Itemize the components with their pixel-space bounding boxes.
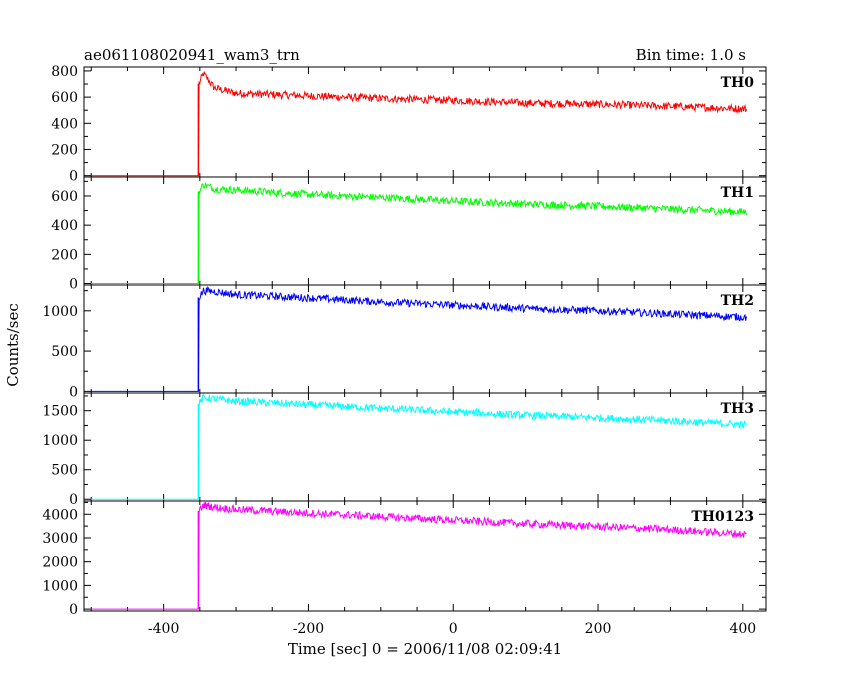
- bin-time-label: Bin time: 1.0 s: [636, 46, 746, 64]
- y-tick-label: 600: [51, 90, 78, 106]
- y-tick-label: 1000: [42, 578, 78, 594]
- y-tick-label: 1500: [42, 404, 78, 420]
- x-tick-label: 400: [729, 621, 756, 637]
- y-tick-label: 500: [51, 463, 78, 479]
- x-tick-label: -400: [148, 621, 179, 637]
- y-tick-label: 0: [69, 277, 78, 293]
- y-tick-label: 500: [51, 344, 78, 360]
- y-tick-label: 0: [69, 169, 78, 185]
- y-tick-label: 2000: [42, 555, 78, 571]
- series-line-th0: [91, 71, 747, 177]
- y-tick-label: 400: [51, 218, 78, 234]
- series-line-th0123: [91, 501, 747, 610]
- y-tick-label: 1000: [42, 433, 78, 449]
- panel-title-th0123: TH0123: [691, 509, 754, 525]
- y-tick-label: 4000: [42, 507, 78, 523]
- panel-title-th3: TH3: [721, 401, 754, 417]
- x-tick-label: 0: [449, 621, 458, 637]
- y-tick-label: 0: [69, 602, 78, 618]
- series-line-th3: [91, 393, 747, 500]
- y-tick-label: 3000: [42, 531, 78, 547]
- y-tick-label: 200: [51, 247, 78, 263]
- y-tick-label: 0: [69, 384, 78, 400]
- panels-group: 0 200 400 600 800 TH0 0 200 400 600 TH1 0 500 1000 TH2…: [42, 64, 767, 637]
- y-tick-label: 1000: [42, 304, 78, 320]
- panel-title-th2: TH2: [721, 293, 754, 309]
- x-tick-label: -200: [293, 621, 324, 637]
- panel-title-th1: TH1: [721, 185, 754, 201]
- panel-title-th0: TH0: [721, 75, 755, 91]
- y-axis-label: Counts/sec: [4, 303, 22, 387]
- panel-frame-th0: [83, 66, 767, 178]
- y-tick-label: 400: [51, 116, 78, 132]
- panel-frame-th3: [83, 392, 767, 502]
- y-tick-label: 600: [51, 189, 78, 205]
- panel-frame-th0123: [83, 500, 767, 612]
- panel-frame-th1: [83, 176, 767, 286]
- x-tick-label: 200: [585, 621, 612, 637]
- y-tick-label: 800: [51, 64, 78, 80]
- y-tick-label: 0: [69, 492, 78, 508]
- file-title: ae061108020941_wam3_trn: [84, 46, 300, 64]
- x-axis-label: Time [sec] 0 = 2006/11/08 02:09:41: [288, 640, 562, 658]
- y-tick-label: 200: [51, 143, 78, 159]
- series-line-th1: [91, 182, 747, 284]
- series-line-th2: [91, 286, 747, 392]
